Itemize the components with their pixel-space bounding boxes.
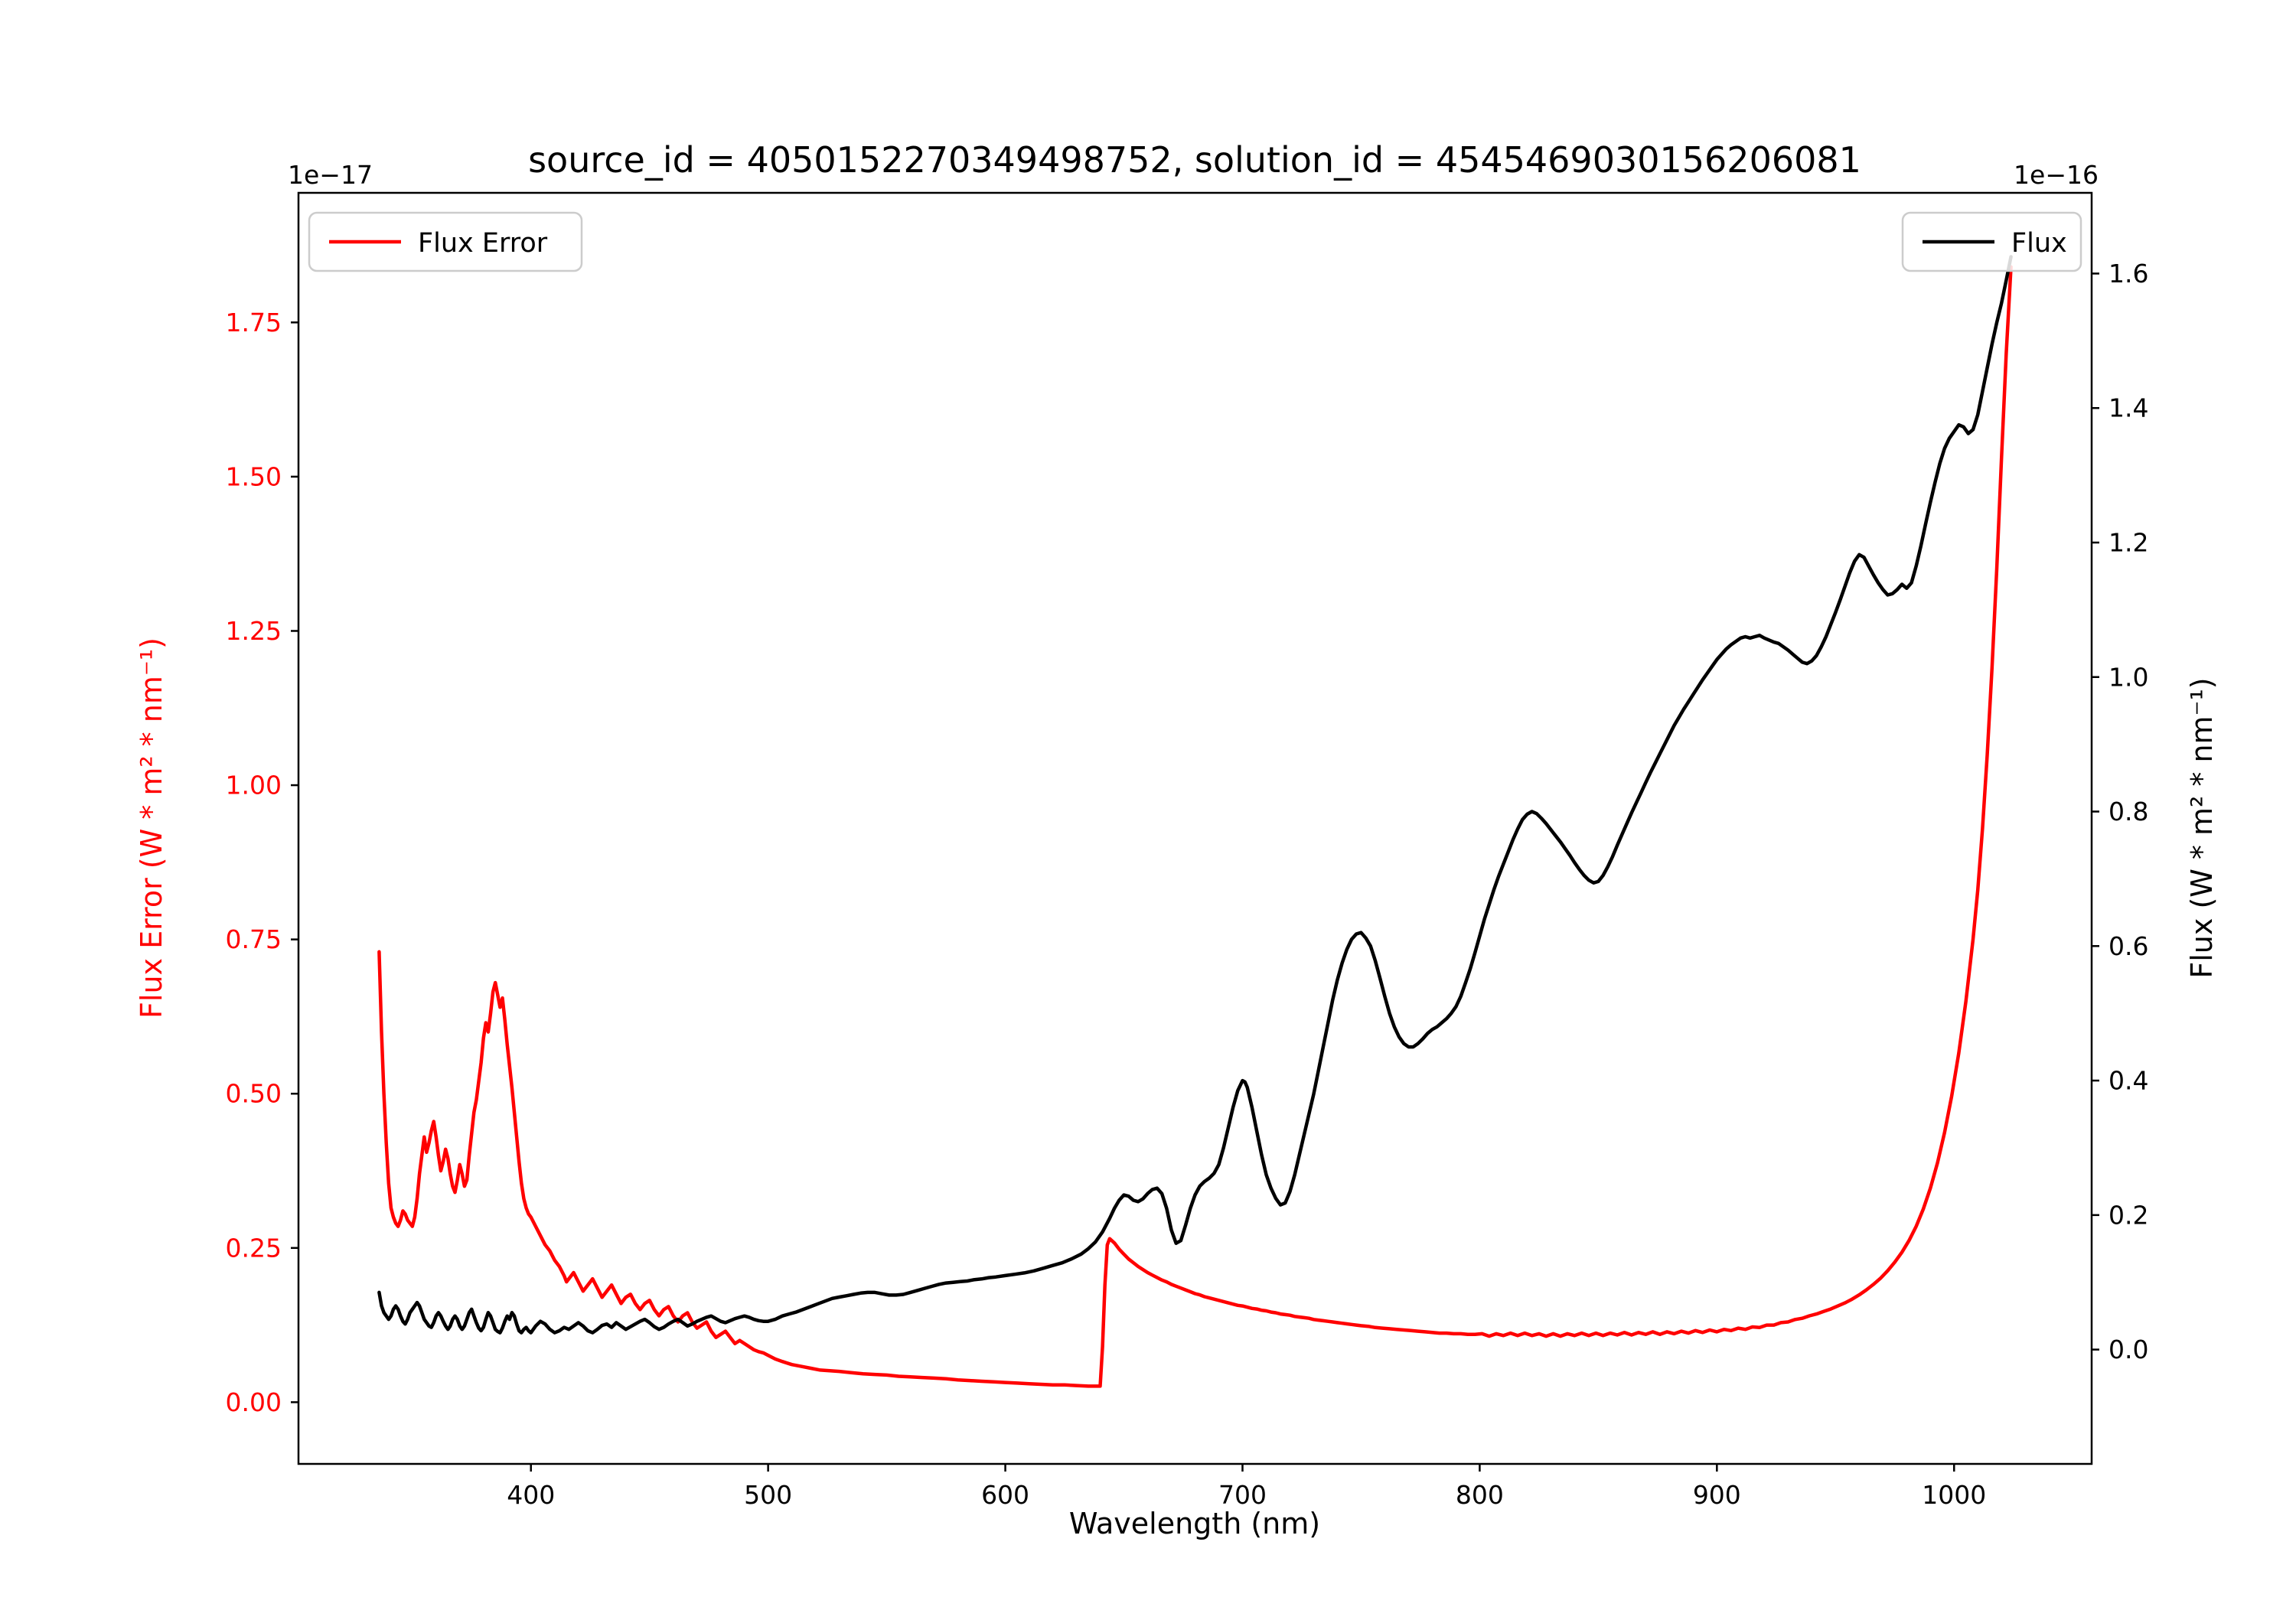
right-y-tick-label: 0.0 [2108, 1335, 2148, 1364]
legend-flux-error-label: Flux Error [418, 228, 548, 259]
left-y-tick-label: 1.75 [226, 308, 282, 337]
y-axis-right: 0.0 0.2 0.4 0.6 0.8 1.0 1.2 1.4 1.6 [2092, 259, 2148, 1364]
series-line-flux [377, 255, 2013, 1335]
legend-flux-error: Flux Error [308, 211, 583, 272]
left-axis-offset-text: 1e−17 [288, 160, 373, 190]
series-group [377, 255, 2013, 1388]
right-y-tick-label: 1.0 [2108, 662, 2148, 692]
x-tick-label: 800 [1456, 1480, 1504, 1510]
left-y-axis-label: Flux Error (W * m² * nm⁻¹) [135, 637, 168, 1019]
right-y-tick-label: 0.2 [2108, 1200, 2148, 1230]
plot-frame [297, 191, 2093, 1465]
left-y-tick-label: 1.00 [226, 771, 282, 800]
left-y-tick-label: 1.50 [226, 461, 282, 491]
left-y-tick-label: 0.25 [226, 1233, 282, 1263]
right-y-tick-label: 1.2 [2108, 527, 2148, 557]
series-line-flux-error [377, 265, 2013, 1388]
legend-flux-error-box [308, 211, 583, 272]
x-tick-label: 700 [1218, 1480, 1267, 1510]
x-tick-label: 500 [744, 1480, 792, 1510]
x-tick-label: 900 [1693, 1480, 1741, 1510]
left-y-tick-label: 0.00 [226, 1387, 282, 1417]
y-axis-left: 0.00 0.25 0.50 0.75 1.00 1.25 1.50 1.75 [226, 308, 298, 1417]
x-axis-label: Wavelength (nm) [1069, 1507, 1320, 1540]
right-y-tick-label: 0.4 [2108, 1066, 2148, 1096]
legend-flux-label: Flux [2011, 228, 2067, 259]
left-y-tick-label: 0.50 [226, 1079, 282, 1109]
right-y-tick-label: 0.8 [2108, 797, 2148, 826]
plot-title: source_id = 4050152270349498752, solutio… [528, 139, 1861, 181]
right-y-axis-label: Flux (W * m² * nm⁻¹) [2185, 677, 2219, 978]
legend-flux: Flux [1901, 211, 2082, 272]
left-y-tick-label: 0.75 [226, 924, 282, 954]
x-tick-label: 600 [981, 1480, 1029, 1510]
left-y-tick-label: 1.25 [226, 616, 282, 646]
right-y-tick-label: 1.4 [2108, 393, 2148, 423]
right-axis-offset-text: 1e−16 [2014, 160, 2099, 190]
x-axis: 400 500 600 700 800 900 1000 [507, 1464, 1986, 1510]
x-tick-label: 1000 [1922, 1480, 1986, 1510]
right-y-tick-label: 0.6 [2108, 931, 2148, 961]
x-tick-label: 400 [507, 1480, 555, 1510]
right-y-tick-label: 1.6 [2108, 259, 2148, 288]
